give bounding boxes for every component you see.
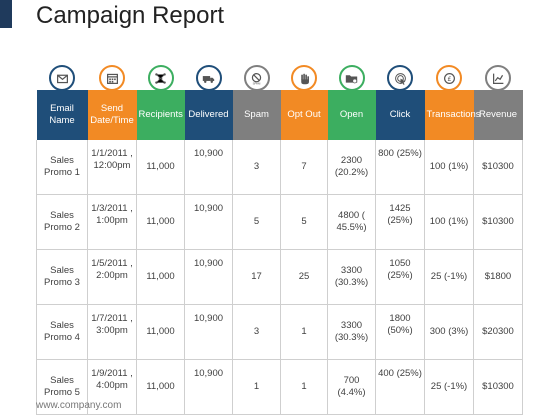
cell-spam: 3 [232,140,281,195]
cursor-click-icon [387,65,413,91]
spam-icon: SPAM [243,65,270,91]
icon-cell [88,62,137,91]
cell-revenue: $10300 [473,140,523,195]
icon-cell [137,62,185,91]
cell-opt-out: 1 [280,359,328,415]
column-header-recipients: Recipients [136,90,185,140]
cell-transactions: 100 (1%) [424,140,474,195]
truck-icon [195,65,222,91]
hand-icon [291,65,317,91]
icon-cell: £ [425,62,474,91]
cell-opt-out: 1 [280,304,328,360]
cell-open: 700 (4.4%) [327,359,376,415]
cell-click: 1050 (25%) [375,249,425,305]
cell-open: 2300 (20.2%) [327,140,376,195]
currency-icon: £ [436,65,462,91]
cell-opt-out: 25 [280,249,328,305]
column-header-click: Click [375,90,425,140]
cell-delivered: 10,900 [184,194,233,250]
campaign-table: SPAM £ Email Name Send Date/Time Recipients… [36,62,523,415]
column-header-opt-out: Opt Out [280,90,328,140]
cell-email-name: Sales Promo 5 [36,359,88,415]
svg-text:£: £ [447,74,451,82]
cell-email-name: Sales Promo 2 [36,194,88,250]
cell-recipients: 11,000 [136,194,185,250]
cell-delivered: 10,900 [184,140,233,195]
cell-transactions: 25 (-1%) [424,249,474,305]
column-header-send-date-time: Send Date/Time [87,90,137,140]
icon-row: SPAM £ [37,62,523,91]
calendar-icon [99,65,125,91]
cell-click: 1800 (50%) [375,304,425,360]
table-body: Sales Promo 1 1/1/2011 , 12:00pm 11,000 10,… [36,140,523,415]
footer-url: www.company.com [36,400,122,411]
cell-spam: 5 [232,194,281,250]
cell-spam: 3 [232,304,281,360]
cell-delivered: 10,900 [184,359,233,415]
cell-email-name: Sales Promo 4 [36,304,88,360]
column-header-email-name: Email Name [36,90,88,140]
column-header-spam: Spam [232,90,281,140]
cell-click: 1425 (25%) [375,194,425,250]
cell-send-date-time: 1/1/2011 , 12:00pm [87,140,137,195]
table-row: Sales Promo 2 1/3/2011 , 1:00pm 11,000 10,9… [36,194,523,250]
cell-spam: 1 [232,359,281,415]
icon-cell [37,62,88,91]
cell-transactions: 25 (-1%) [424,359,474,415]
table-row: Sales Promo 3 1/5/2011 , 2:00pm 11,000 10,9… [36,249,523,305]
table-row: Sales Promo 5 1/9/2011 , 4:00pm 11,000 10,9… [36,359,523,415]
cell-open: 3300 (30.3%) [327,304,376,360]
cell-click: 400 (25%) [375,359,425,415]
cell-transactions: 300 (3%) [424,304,474,360]
icon-cell [328,62,376,91]
icon-cell: SPAM [233,62,281,91]
cell-email-name: Sales Promo 1 [36,140,88,195]
cell-opt-out: 7 [280,140,328,195]
cell-open: 4800 ( 45.5%) [327,194,376,250]
cell-delivered: 10,900 [184,304,233,360]
cell-transactions: 100 (1%) [424,194,474,250]
column-header-delivered: Delivered [184,90,233,140]
cell-recipients: 11,000 [136,359,185,415]
cell-revenue: $10300 [473,194,523,250]
chart-icon [485,65,511,91]
column-header-revenue: Revenue [473,90,523,140]
page-title: Campaign Report [36,2,225,29]
cell-click: 800 (25%) [375,140,425,195]
cell-send-date-time: 1/9/2011 , 4:00pm [87,359,137,415]
header-row: Email Name Send Date/Time Recipients Delive… [36,90,523,140]
cell-revenue: $1800 [473,249,523,305]
cell-email-name: Sales Promo 3 [36,249,88,305]
mail-icon [49,65,75,91]
cell-delivered: 10,900 [184,249,233,305]
accent-bar [0,0,12,28]
table-row: Sales Promo 1 1/1/2011 , 12:00pm 11,000 10,… [36,140,523,195]
cell-recipients: 11,000 [136,140,185,195]
icon-cell [474,62,523,91]
icon-cell [281,62,328,91]
cell-revenue: $20300 [473,304,523,360]
cell-recipients: 11,000 [136,304,185,360]
folder-icon [338,65,365,91]
icon-cell [185,62,233,91]
cell-spam: 17 [232,249,281,305]
cell-revenue: $10300 [473,359,523,415]
cell-send-date-time: 1/5/2011 , 2:00pm [87,249,137,305]
cell-recipients: 11,000 [136,249,185,305]
column-header-open: Open [327,90,376,140]
cell-opt-out: 5 [280,194,328,250]
column-header-transactions: Transactions [424,90,481,140]
svg-text:SPAM: SPAM [253,81,261,84]
cell-open: 3300 (30.3%) [327,249,376,305]
cell-send-date-time: 1/7/2011 , 3:00pm [87,304,137,360]
network-icon [147,65,174,91]
cell-send-date-time: 1/3/2011 , 1:00pm [87,194,137,250]
icon-cell [376,62,425,91]
table-row: Sales Promo 4 1/7/2011 , 3:00pm 11,000 10,9… [36,304,523,360]
